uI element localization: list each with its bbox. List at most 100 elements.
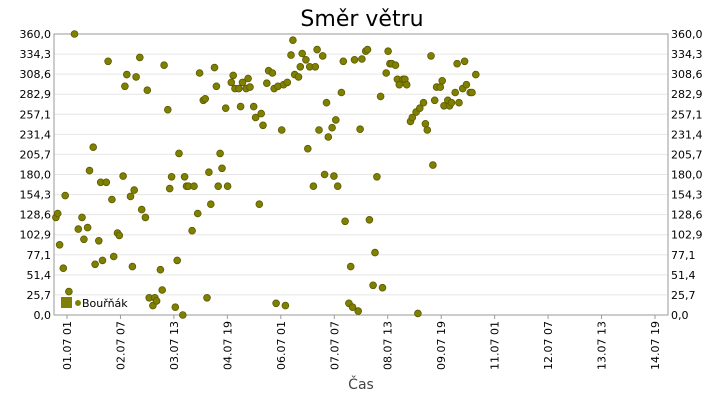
data-point (303, 144, 312, 153)
data-point (95, 237, 103, 245)
data-point (373, 173, 381, 181)
x-tick-label: 11.07 01 (489, 321, 502, 370)
data-point (419, 98, 428, 107)
x-axis: 01.07 01 02.07 07 03.07 13 04.07 19 06.07 01… (61, 315, 662, 370)
x-tick-label: 04.07 19 (221, 321, 234, 370)
data-point (201, 95, 210, 103)
data-point (130, 186, 139, 194)
y-tick-label-right: 231,4 (671, 128, 703, 141)
y-tick-label-right: 51,4 (671, 269, 696, 282)
data-point (78, 213, 86, 222)
data-point (382, 69, 391, 77)
data-point (447, 98, 456, 107)
data-point (337, 88, 346, 97)
data-point (421, 120, 430, 128)
data-point (119, 172, 127, 180)
data-point (214, 182, 223, 191)
data-point (313, 45, 321, 54)
data-point (268, 69, 277, 77)
data-point (462, 80, 471, 89)
data-point (229, 71, 238, 80)
data-point (227, 78, 236, 87)
data-point (365, 216, 374, 224)
data-point (423, 126, 432, 134)
data-point (471, 70, 480, 79)
data-point (223, 182, 232, 191)
data-point (179, 311, 187, 319)
y-axis-left: 0,0 25,7 51,4 77,1 102,9 128,6 154,3 180,0 205,7… (20, 28, 52, 322)
data-point (212, 82, 221, 91)
data-points (52, 30, 480, 319)
data-point (369, 281, 377, 290)
data-point (175, 149, 183, 158)
data-point (451, 88, 460, 97)
y-tick-label-left: 77,1 (27, 249, 52, 262)
data-point (324, 133, 333, 141)
y-tick-label-left: 282,9 (20, 88, 52, 101)
y-tick-label-right: 282,9 (671, 88, 703, 101)
data-point (408, 113, 417, 122)
data-point (429, 161, 437, 169)
data-point (296, 63, 305, 71)
data-point (283, 78, 292, 87)
data-point (430, 96, 439, 105)
data-point (61, 191, 69, 200)
data-point (371, 248, 379, 257)
data-point (121, 82, 129, 91)
data-point (346, 262, 355, 271)
data-point (126, 192, 135, 201)
data-point (414, 309, 422, 318)
y-tick-label-right: 154,3 (671, 189, 703, 202)
x-axis-label: Čas (348, 375, 374, 393)
data-point (272, 299, 280, 308)
plot-area (53, 33, 669, 316)
data-point (460, 57, 469, 66)
x-tick-label: 14.07 19 (649, 321, 662, 370)
data-point (363, 45, 372, 54)
data-point (156, 265, 165, 274)
y-tick-label-left: 25,7 (27, 289, 52, 302)
data-point (137, 205, 146, 214)
data-point (98, 256, 107, 265)
y-tick-label-left: 360,0 (20, 28, 52, 41)
x-tick-label: 08.07 13 (382, 321, 395, 370)
data-point (55, 241, 64, 249)
data-point (109, 252, 118, 261)
data-point (158, 286, 167, 294)
data-point (330, 172, 338, 180)
y-tick-label-right: 360,0 (671, 28, 703, 41)
data-point (468, 88, 476, 97)
data-point (115, 231, 124, 240)
data-point (104, 57, 112, 66)
data-point (281, 301, 290, 310)
y-tick-label-right: 128,6 (671, 209, 703, 222)
data-point (251, 113, 260, 122)
data-point (259, 121, 267, 130)
legend: Bouřňák (61, 297, 128, 310)
y-tick-label-right: 0,0 (671, 309, 689, 322)
data-point (65, 287, 73, 296)
y-tick-label-left: 51,4 (27, 269, 52, 282)
data-point (427, 52, 435, 60)
data-point (348, 303, 357, 312)
data-point (331, 116, 340, 124)
y-tick-label-left: 128,6 (20, 209, 52, 222)
data-point (143, 86, 152, 94)
x-tick-label: 06.07 01 (275, 321, 288, 370)
data-point (309, 182, 318, 191)
data-point (318, 52, 327, 60)
data-point (333, 182, 342, 191)
data-point (173, 256, 182, 265)
data-point (91, 260, 99, 269)
data-point (193, 209, 202, 218)
data-point (128, 262, 137, 271)
data-point (262, 79, 271, 87)
data-point (384, 47, 392, 55)
data-point (74, 225, 83, 233)
data-point (436, 83, 445, 91)
x-tick-label: 09.07 19 (435, 321, 448, 370)
data-point (132, 73, 140, 81)
data-point (85, 166, 94, 175)
y-tick-label-left: 334,3 (20, 48, 52, 61)
